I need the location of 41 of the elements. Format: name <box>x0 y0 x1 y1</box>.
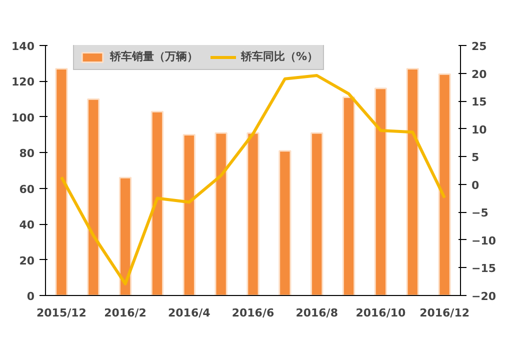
y-tick-label: 0 <box>26 290 35 303</box>
x-tick-label: 2016/2 <box>104 306 146 320</box>
x-tick-label: 2016/8 <box>296 306 338 320</box>
y-tick-label: 60 <box>19 182 35 196</box>
y-tick-label: 140 <box>12 40 35 53</box>
x-tick-label: 2016/12 <box>420 306 470 320</box>
bar <box>246 132 260 296</box>
y-tick-label: 120 <box>12 76 35 89</box>
y-tick-label: 100 <box>12 111 35 124</box>
y2-tick-label: −5 <box>472 206 488 220</box>
bar <box>438 73 451 296</box>
x-tick-label: 2016/10 <box>356 306 406 320</box>
legend-label: 轿车销量（万辆） <box>110 49 198 64</box>
y2-tick-label: 20 <box>472 68 488 81</box>
x-tick-label: 2015/12 <box>36 306 86 320</box>
y-tick-label: 80 <box>19 147 35 160</box>
y2-tick-label: −20 <box>472 290 496 303</box>
y2-tick-label: −10 <box>472 234 496 248</box>
y2-tick-label: −15 <box>472 262 496 276</box>
bar <box>342 96 356 296</box>
bar <box>55 68 68 296</box>
y2-tick-label: 5 <box>472 151 480 164</box>
x-tick-label: 2016/6 <box>232 306 274 320</box>
bar <box>214 132 228 296</box>
y2-tick-label: 15 <box>472 96 487 109</box>
y2-tick-label: 0 <box>472 178 480 192</box>
bar <box>310 132 324 296</box>
bar <box>87 98 100 296</box>
bar <box>118 176 132 296</box>
bar <box>406 68 419 296</box>
bar <box>374 88 388 296</box>
legend-label: 轿车同比（%） <box>241 49 318 64</box>
y2-tick-label: 25 <box>472 40 487 53</box>
y-tick-label: 20 <box>19 254 35 268</box>
bar <box>150 110 164 296</box>
bar <box>278 150 292 296</box>
bar <box>182 134 196 296</box>
x-tick-label: 2016/4 <box>168 306 211 320</box>
y2-tick-label: 10 <box>472 123 488 136</box>
y-tick-label: 40 <box>19 218 35 232</box>
line-series <box>60 74 446 286</box>
